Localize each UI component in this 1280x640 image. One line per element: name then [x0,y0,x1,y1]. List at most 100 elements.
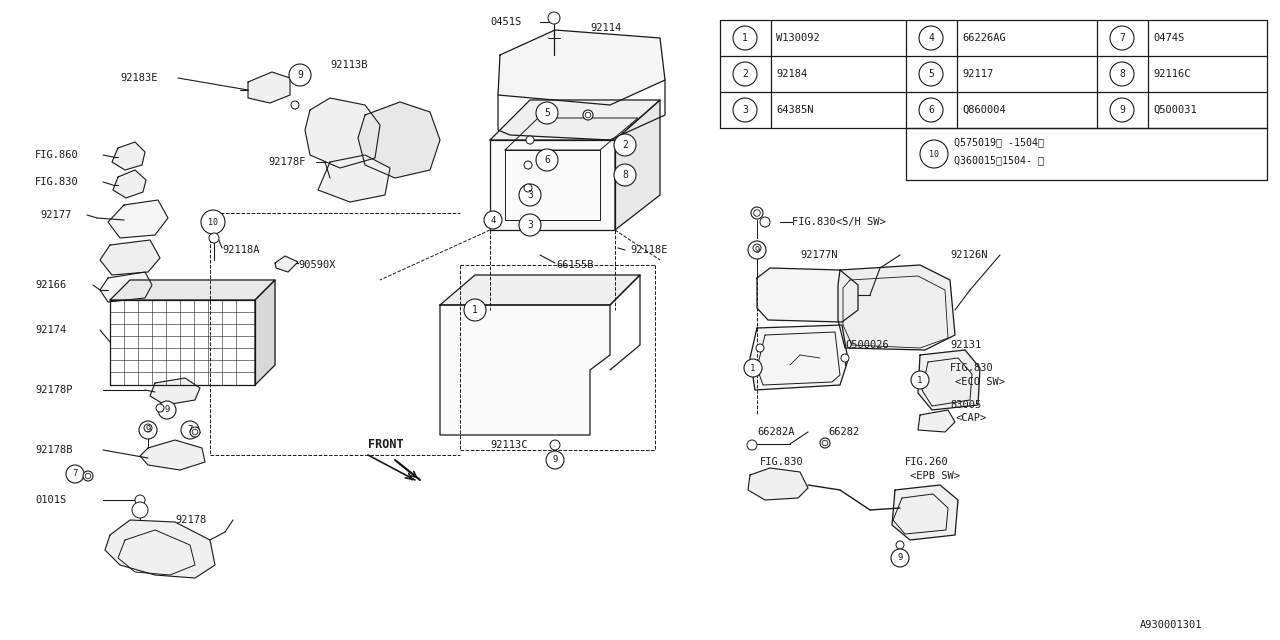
Polygon shape [100,272,152,302]
Polygon shape [108,200,168,238]
Text: 9: 9 [754,246,760,255]
Text: 92116C: 92116C [1153,69,1190,79]
Text: <ECO SW>: <ECO SW> [955,377,1005,387]
Polygon shape [105,520,215,578]
Text: 7: 7 [1119,33,1125,43]
Polygon shape [113,170,146,198]
Text: 92178: 92178 [175,515,206,525]
Circle shape [484,211,502,229]
Polygon shape [892,485,957,540]
Circle shape [536,102,558,124]
Circle shape [748,241,765,259]
Text: 92177: 92177 [40,210,72,220]
Circle shape [536,149,558,171]
Polygon shape [498,30,666,105]
Text: 1: 1 [472,305,477,315]
Text: 7: 7 [72,470,78,479]
Text: 3: 3 [527,220,532,230]
Text: 92118A: 92118A [221,245,260,255]
Polygon shape [440,275,640,305]
Text: 92177N: 92177N [800,250,837,260]
Circle shape [614,134,636,156]
Text: 1: 1 [742,33,748,43]
Text: 5: 5 [928,69,934,79]
Polygon shape [275,256,298,272]
Polygon shape [748,468,808,500]
Text: FIG.260: FIG.260 [905,457,948,467]
Text: Q360015（1504- ）: Q360015（1504- ） [954,155,1044,165]
Polygon shape [110,280,275,300]
Text: 6: 6 [544,155,550,165]
Polygon shape [358,102,440,178]
Text: 3: 3 [742,105,748,115]
Text: 9: 9 [146,426,151,435]
Text: 2: 2 [742,69,748,79]
Polygon shape [140,440,205,470]
Text: 8: 8 [1119,69,1125,79]
Circle shape [919,26,943,50]
Circle shape [518,184,541,206]
Polygon shape [248,72,291,103]
Text: 90590X: 90590X [298,260,335,270]
Text: 0101S: 0101S [35,495,67,505]
Text: 92113B: 92113B [330,60,367,70]
Text: Q860004: Q860004 [963,105,1006,115]
Polygon shape [113,142,145,170]
Text: 92178B: 92178B [35,445,73,455]
Circle shape [209,233,219,243]
Circle shape [820,438,829,448]
Circle shape [189,427,200,437]
Text: FIG.830<S/H SW>: FIG.830<S/H SW> [792,217,886,227]
Circle shape [140,421,157,439]
Text: 66155B: 66155B [556,260,594,270]
Text: 0474S: 0474S [1153,33,1184,43]
Text: 66282A: 66282A [756,427,795,437]
Circle shape [744,359,762,377]
Circle shape [86,473,91,479]
Text: 8: 8 [622,170,628,180]
Text: 92183E: 92183E [120,73,157,83]
Text: 92113C: 92113C [490,440,527,450]
Circle shape [751,207,763,219]
Circle shape [180,421,198,439]
Circle shape [760,217,771,227]
Text: FIG.830: FIG.830 [950,363,993,373]
Text: 92117: 92117 [963,69,993,79]
Circle shape [911,371,929,389]
Circle shape [753,244,762,252]
Text: Q500026: Q500026 [845,340,888,350]
Circle shape [291,101,300,109]
Polygon shape [490,140,614,230]
Circle shape [134,495,145,505]
Circle shape [83,471,93,481]
Polygon shape [150,378,200,405]
Polygon shape [756,268,858,322]
Text: 83005: 83005 [950,400,982,410]
Circle shape [614,164,636,186]
Text: 5: 5 [544,108,550,118]
Text: 66282: 66282 [828,427,859,437]
Polygon shape [305,98,380,168]
Text: 92114: 92114 [590,23,621,33]
Text: <CAP>: <CAP> [955,413,987,423]
Polygon shape [490,100,660,140]
Circle shape [919,62,943,86]
Circle shape [733,26,756,50]
Text: 92118E: 92118E [630,245,667,255]
Circle shape [919,98,943,122]
Circle shape [67,465,84,483]
Text: 66226AG: 66226AG [963,33,1006,43]
Circle shape [585,112,591,118]
Text: Q500031: Q500031 [1153,105,1197,115]
Text: 92178F: 92178F [268,157,306,167]
Text: 7: 7 [187,426,193,435]
Text: 92166: 92166 [35,280,67,290]
Text: 10: 10 [209,218,218,227]
Text: 9: 9 [897,554,902,563]
Circle shape [1110,98,1134,122]
Text: 0451S: 0451S [490,17,521,27]
Text: Q575019（ -1504）: Q575019（ -1504） [954,137,1044,147]
Circle shape [733,62,756,86]
Polygon shape [918,410,955,432]
Polygon shape [110,300,255,385]
